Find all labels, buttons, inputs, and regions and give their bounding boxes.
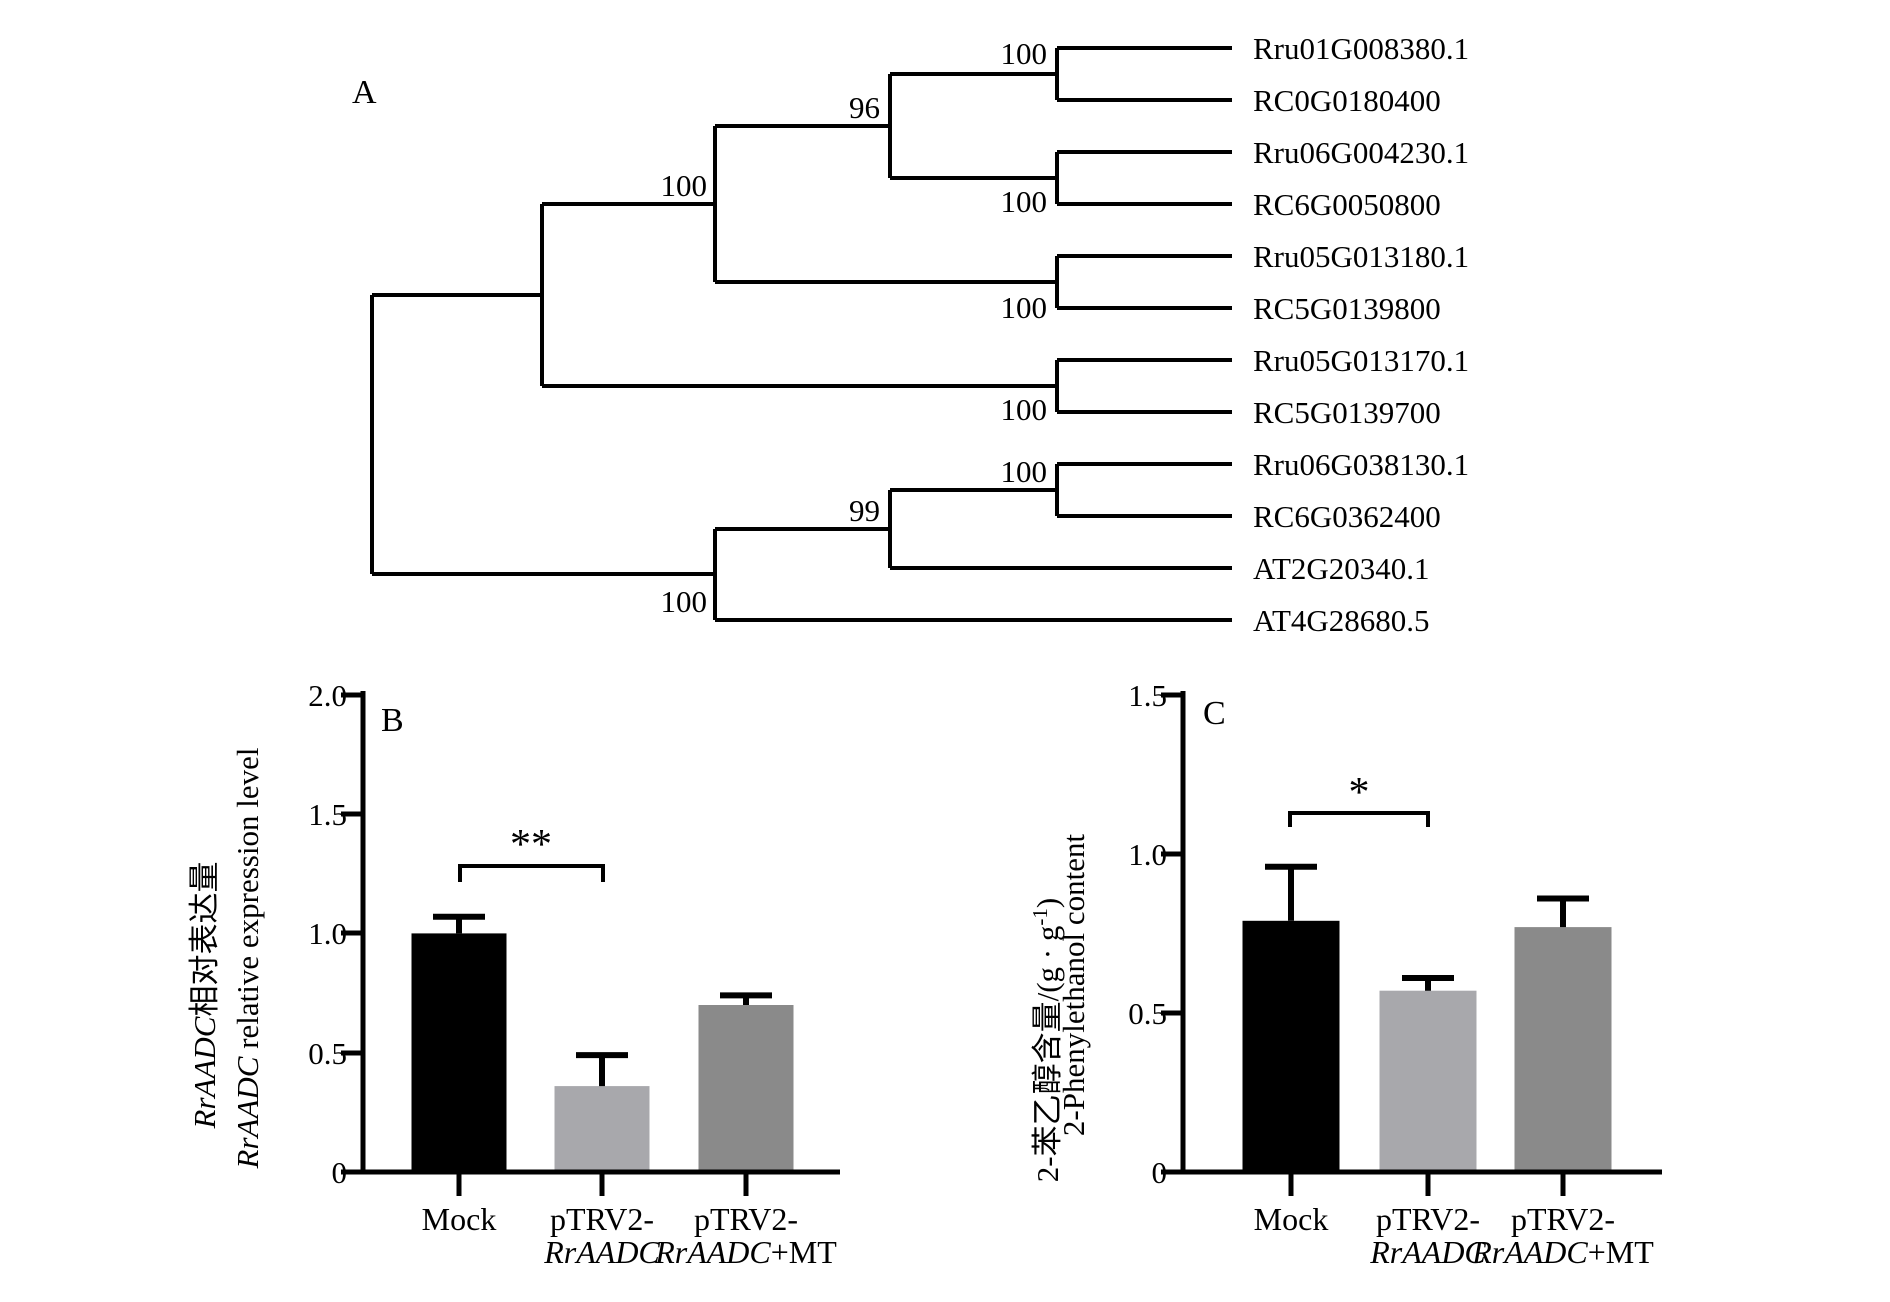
error-bar-c-1 — [1402, 975, 1454, 991]
panel-c-ylabel-zh: 2-苯乙醇含量/(g · g-1) — [1028, 898, 1065, 1182]
panel-c-bars — [1242, 863, 1612, 1172]
leaf-label: Rru06G038130.1 — [1253, 447, 1469, 482]
bootstrap-value: 100 — [1001, 184, 1048, 219]
panel-b-bars — [411, 913, 794, 1172]
leaf-label: RC0G0180400 — [1253, 83, 1441, 118]
bootstrap-values: 100 96 100 100 100 100 100 99 100 — [661, 36, 1048, 619]
panel-c-label: C — [1203, 695, 1226, 732]
panel-b-label: B — [381, 702, 404, 739]
panel-c-content-chart: C 0 0.5 1.0 1.5 * Mock pTRV2- RrAADC pTR… — [1028, 678, 1662, 1270]
bootstrap-value: 100 — [661, 584, 708, 619]
ytick-label: 1.0 — [308, 916, 347, 951]
bootstrap-value: 96 — [849, 90, 880, 125]
ylabel-en-text: relative expression level — [230, 748, 265, 1057]
ytick-label: 0.5 — [308, 1036, 347, 1071]
panel-b-axes — [341, 691, 840, 1196]
error-bar-c-2 — [1537, 895, 1589, 928]
ylabel-zh-prefix: 2-苯乙醇含量/(g · g — [1030, 926, 1065, 1183]
xcat-ptrv2mt-line1: pTRV2- — [1511, 1201, 1615, 1237]
panel-b-ylabel-en: RrAADC relative expression level — [230, 748, 265, 1170]
bar-c-2 — [1514, 927, 1612, 1172]
panel-a-label: A — [352, 74, 377, 111]
bootstrap-value: 100 — [1001, 454, 1048, 489]
ytick-label: 2.0 — [308, 678, 347, 713]
panel-c-axes — [1161, 691, 1662, 1196]
bar-c-1 — [1379, 990, 1477, 1172]
bootstrap-value: 100 — [1001, 392, 1048, 427]
xcat-ptrv2mt-suffix: +MT — [1588, 1234, 1655, 1270]
panel-c-significance-bracket — [1288, 811, 1430, 827]
ytick-label: 1.5 — [1128, 678, 1167, 713]
xcat-ptrv2mt-gene: RrAADC — [654, 1234, 771, 1270]
panel-c-significance-label: * — [1349, 770, 1370, 816]
leaf-label: Rru06G004230.1 — [1253, 135, 1469, 170]
error-bar-b-1 — [576, 1052, 628, 1087]
ytick-label: 0 — [332, 1155, 348, 1190]
panel-c-ytick-labels: 0 0.5 1.0 1.5 — [1128, 678, 1167, 1190]
bootstrap-value: 100 — [1001, 290, 1048, 325]
tree-branches — [370, 46, 1232, 622]
ylabel-gene: RrAADC — [187, 1016, 222, 1129]
ytick-label: 1.5 — [308, 797, 347, 832]
xcat-mock: Mock — [422, 1201, 497, 1237]
panel-b-xtick-labels: Mock pTRV2- RrAADC pTRV2- RrAADC+MT — [422, 1201, 838, 1270]
ytick-label: 0.5 — [1128, 996, 1167, 1031]
bar-b-2 — [698, 1005, 794, 1172]
bar-b-1 — [554, 1086, 650, 1172]
ytick-label: 0 — [1152, 1155, 1168, 1190]
panel-b-significance-bracket — [458, 864, 605, 882]
error-bar-b-2 — [720, 992, 772, 1005]
panel-b-significance-label: ** — [510, 822, 552, 868]
xcat-ptrv2-line1: pTRV2- — [550, 1201, 654, 1237]
xcat-ptrv2mt-gene: RrAADC — [1471, 1234, 1588, 1270]
xcat-ptrv2mt-line2: RrAADC+MT — [1471, 1234, 1654, 1270]
bootstrap-value: 100 — [661, 168, 708, 203]
bar-b-0 — [411, 933, 507, 1172]
panel-c-xtick-labels: Mock pTRV2- RrAADC pTRV2- RrAADC+MT — [1254, 1201, 1655, 1270]
ylabel-zh-superscript: -1 — [1028, 908, 1052, 926]
xcat-ptrv2-line1: pTRV2- — [1376, 1201, 1480, 1237]
leaf-label: AT4G28680.5 — [1253, 603, 1430, 638]
xcat-mock: Mock — [1254, 1201, 1329, 1237]
leaf-label: RC5G0139700 — [1253, 395, 1441, 430]
panel-a-phylogenetic-tree: A 100 96 100 100 100 100 100 99 100 Rru0… — [352, 31, 1469, 638]
xcat-ptrv2mt-line1: pTRV2- — [694, 1201, 798, 1237]
bootstrap-value: 100 — [1001, 36, 1048, 71]
leaf-label: Rru05G013170.1 — [1253, 343, 1469, 378]
bar-c-0 — [1242, 920, 1340, 1172]
leaf-label: Rru01G008380.1 — [1253, 31, 1469, 66]
xcat-ptrv2-line2: RrAADC — [543, 1234, 660, 1270]
ylabel-gene: RrAADC — [230, 1056, 265, 1169]
error-bar-b-0 — [433, 913, 485, 934]
leaf-label: RC6G0050800 — [1253, 187, 1441, 222]
leaf-label: RC5G0139800 — [1253, 291, 1441, 326]
leaf-label: AT2G20340.1 — [1253, 551, 1430, 586]
tree-leaf-labels: Rru01G008380.1 RC0G0180400 Rru06G004230.… — [1253, 31, 1469, 638]
panel-c-ylabel-en: 2-Phenylethanol content — [1056, 834, 1091, 1137]
panel-b-expression-chart: B 0 0.5 1.0 1.5 2.0 ** Mock pTRV2- RrAAD… — [187, 678, 840, 1270]
error-bar-c-0 — [1265, 863, 1317, 921]
xcat-ptrv2mt-suffix: +MT — [771, 1234, 838, 1270]
bootstrap-value: 99 — [849, 493, 880, 528]
xcat-ptrv2-line2: RrAADC — [1369, 1234, 1486, 1270]
ytick-label: 1.0 — [1128, 837, 1167, 872]
ylabel-zh-text: 相对表达量 — [187, 862, 222, 1017]
leaf-label: Rru05G013180.1 — [1253, 239, 1469, 274]
ylabel-zh-suffix: ) — [1030, 898, 1065, 908]
xcat-ptrv2mt-line2: RrAADC+MT — [654, 1234, 837, 1270]
panel-b-ylabel-zh: RrAADC相对表达量 — [187, 862, 222, 1130]
panel-b-ytick-labels: 0 0.5 1.0 1.5 2.0 — [308, 678, 347, 1190]
leaf-label: RC6G0362400 — [1253, 499, 1441, 534]
